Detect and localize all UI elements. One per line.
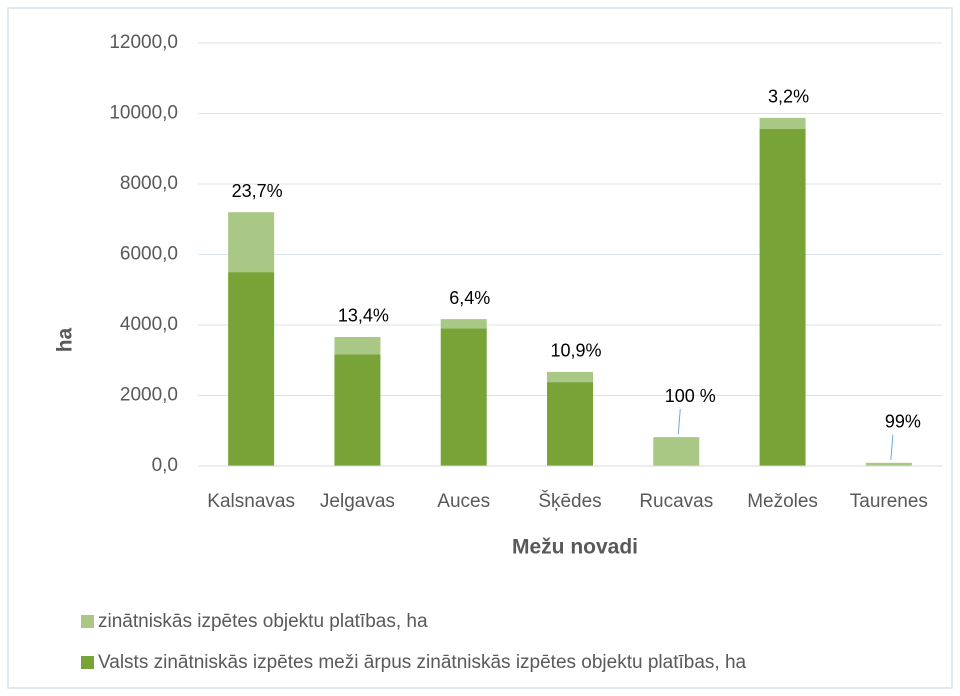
bar-segment xyxy=(228,272,275,466)
data-label: 3,2% xyxy=(768,87,809,107)
bar-segment xyxy=(653,437,700,466)
legend-swatch xyxy=(81,656,94,669)
y-tick-label: 2000,0 xyxy=(120,385,178,406)
data-label: 13,4% xyxy=(338,306,389,326)
y-tick-label: 6000,0 xyxy=(120,244,178,265)
bar-segment xyxy=(759,117,806,130)
x-tick-label: Jelgavas xyxy=(320,491,395,512)
legend-swatch xyxy=(81,615,94,628)
bar-segment xyxy=(759,129,806,466)
bar-segment xyxy=(865,462,912,466)
data-label: 99% xyxy=(885,412,921,432)
legend-label: zinātniskās izpētes objektu platības, ha xyxy=(98,611,428,632)
x-tick-label: Kalsnavas xyxy=(207,491,295,512)
x-tick-label: Rucavas xyxy=(639,491,713,512)
bar-segment xyxy=(334,336,381,355)
y-tick-label: 12000,0 xyxy=(109,32,178,53)
bar-segment xyxy=(228,212,275,273)
bar-segment xyxy=(334,354,381,466)
bar-segment xyxy=(547,382,593,466)
data-label: 10,9% xyxy=(550,341,601,361)
data-label: 6,4% xyxy=(449,288,490,308)
y-axis-title: ha xyxy=(54,327,77,352)
leader-line xyxy=(890,434,894,460)
x-tick-label: Taurenes xyxy=(850,491,928,512)
data-label: 100 % xyxy=(665,386,716,406)
x-axis-title: Mežu novadi xyxy=(512,536,638,559)
legend-label: Valsts zinātniskās izpētes meži ārpus zi… xyxy=(98,652,747,673)
y-tick-label: 8000,0 xyxy=(120,173,178,194)
data-label: 23,7% xyxy=(232,181,283,201)
y-tick-label: 10000,0 xyxy=(109,103,178,124)
x-tick-label: Šķēdes xyxy=(538,490,601,512)
x-tick-label: Auces xyxy=(437,491,490,512)
bar-segment xyxy=(440,328,487,466)
leader-line xyxy=(677,409,681,435)
bar-segment xyxy=(440,319,487,329)
y-tick-label: 4000,0 xyxy=(120,314,178,335)
y-tick-label: 0,0 xyxy=(152,455,178,476)
bar-segment xyxy=(547,371,593,383)
x-tick-label: Mežoles xyxy=(747,491,818,512)
